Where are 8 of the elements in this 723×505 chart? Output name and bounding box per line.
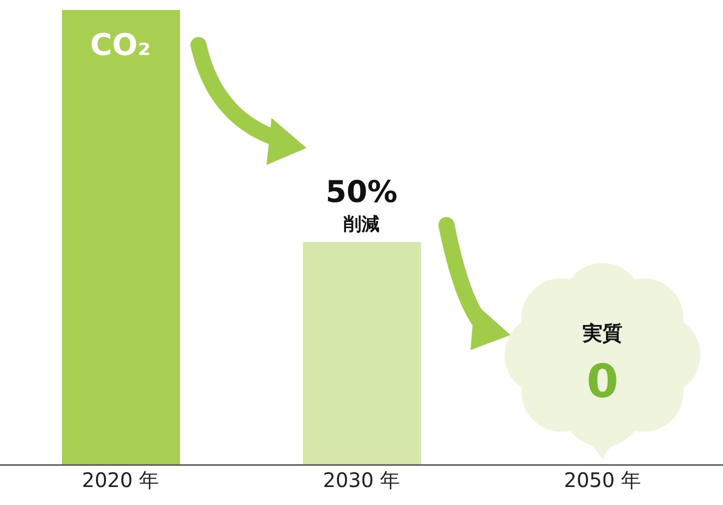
x-tick-label: 2030 年 <box>322 468 400 492</box>
annotation: CO₂ <box>90 28 151 63</box>
x-tick-label: 2050 年 <box>564 468 642 492</box>
x-tick-label: 2020 年 <box>82 468 160 492</box>
annotation: 削減 <box>342 214 380 236</box>
annotation: 0 <box>586 354 619 408</box>
annotation: 実質 <box>582 321 622 345</box>
annotation: 50% <box>326 175 398 210</box>
